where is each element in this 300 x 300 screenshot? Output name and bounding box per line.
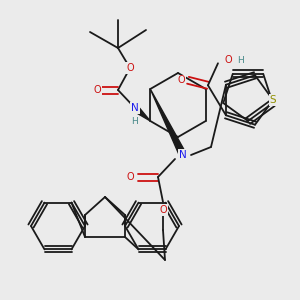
Text: O: O: [93, 85, 101, 95]
Text: O: O: [126, 172, 134, 182]
Text: H: H: [132, 118, 138, 127]
Text: O: O: [159, 205, 167, 215]
Text: N: N: [131, 103, 139, 113]
Text: O: O: [177, 75, 185, 85]
Text: N: N: [179, 150, 187, 160]
Text: S: S: [270, 95, 276, 105]
Polygon shape: [150, 89, 186, 157]
Polygon shape: [133, 105, 150, 121]
Text: O: O: [126, 63, 134, 73]
Text: O: O: [224, 55, 232, 65]
Text: H: H: [238, 56, 244, 65]
